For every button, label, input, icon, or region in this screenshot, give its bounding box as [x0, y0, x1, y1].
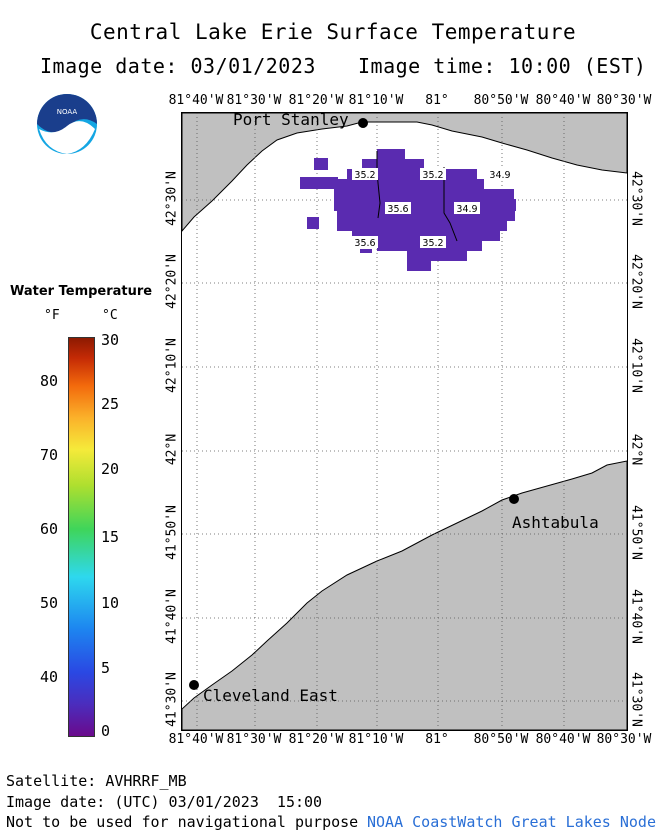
temperature-colorbar: [68, 337, 95, 737]
lat-label-left: 42°20'N: [164, 254, 180, 309]
sst-label: 35.2: [422, 238, 443, 249]
lat-label-right: 41°40'N: [628, 589, 644, 644]
lat-label-left: 41°30'N: [164, 672, 180, 727]
lon-label-bottom: 80°40'W: [535, 732, 591, 747]
lat-label-right: 41°30'N: [628, 672, 644, 727]
navigation-disclaimer: Not to be used for navigational purpose: [6, 813, 359, 831]
sst-label: 34.9: [489, 170, 510, 181]
lat-label-right: 42°10'N: [628, 338, 644, 393]
lat-label-left: 42°30'N: [164, 171, 180, 226]
lon-label-bottom: 81°10'W: [348, 732, 404, 747]
south-shore-land: [182, 460, 627, 730]
cleveland-east-marker: [189, 680, 199, 690]
utc-date-info: Image date: (UTC) 03/01/2023 15:00: [6, 793, 323, 811]
lat-label-right: 41°50'N: [628, 505, 644, 560]
north-shore-land: [182, 113, 627, 232]
legend-f-tick: 50: [40, 594, 59, 612]
lon-label-top: 81°10'W: [348, 93, 404, 108]
lon-label-bottom: 81°: [425, 732, 449, 747]
lat-label-right: 42°30'N: [628, 171, 644, 226]
legend-f-tick: 60: [40, 520, 59, 538]
legend-c-tick: 30: [101, 331, 120, 349]
grid-lines: [182, 113, 627, 730]
port-stanley-marker: [358, 118, 368, 128]
lon-label-top: 81°30'W: [226, 93, 282, 108]
legend-title: Water Temperature: [10, 284, 153, 299]
sst-label: 35.2: [422, 170, 443, 181]
image-time: Image time: 10:00 (EST): [358, 54, 647, 78]
lat-label-left: 41°40'N: [164, 589, 180, 644]
sst-label: 35.6: [354, 238, 375, 249]
legend-c-tick: 20: [101, 460, 120, 478]
lon-label-top: 81°40'W: [168, 93, 224, 108]
lon-label-bottom: 81°30'W: [226, 732, 282, 747]
lon-label-bottom: 80°30'W: [596, 732, 652, 747]
lat-label-left: 41°50'N: [164, 505, 180, 560]
legend-c-tick: 25: [101, 395, 120, 413]
sst-label: 35.2: [354, 170, 375, 181]
lat-label-left: 42°N: [164, 433, 180, 466]
noaa-logo: NOAA: [37, 94, 97, 154]
credit-text: NOAA CoastWatch Great Lakes Node: [367, 813, 656, 831]
ashtabula-label: Ashtabula: [512, 513, 599, 532]
lon-label-top: 81°20'W: [288, 93, 344, 108]
lake-map: 35.2 35.2 34.9 35.6 34.9 35.6 35.2 Port …: [181, 112, 628, 731]
legend-f-tick: 70: [40, 446, 59, 464]
lat-label-right: 42°N: [628, 433, 644, 466]
ashtabula-marker: [509, 494, 519, 504]
legend-f-tick: 40: [40, 668, 59, 686]
legend-c-tick: 0: [101, 722, 111, 740]
legend-c-tick: 10: [101, 594, 120, 612]
map-title: Central Lake Erie Surface Temperature: [89, 20, 577, 44]
lon-label-top: 80°40'W: [535, 93, 591, 108]
satellite-info: Satellite: AVHRRF_MB: [6, 772, 187, 790]
image-date: Image date: 03/01/2023: [40, 54, 316, 78]
lat-label-right: 42°20'N: [628, 254, 644, 309]
sst-label: 34.9: [456, 204, 477, 215]
legend-unit-f: °F: [44, 308, 60, 323]
lon-label-top: 80°50'W: [473, 93, 529, 108]
legend-unit-c: °C: [102, 308, 118, 323]
sst-label: 35.6: [387, 204, 408, 215]
port-stanley-label: Port Stanley: [233, 112, 349, 129]
cleveland-east-label: Cleveland East: [203, 686, 338, 705]
legend-c-tick: 5: [101, 659, 111, 677]
legend-c-tick: 15: [101, 528, 120, 546]
legend-f-tick: 80: [40, 372, 59, 390]
noaa-logo-text: NOAA: [57, 108, 78, 116]
lon-label-bottom: 81°40'W: [168, 732, 224, 747]
border-line: [376, 151, 458, 242]
lon-label-top: 80°30'W: [596, 93, 652, 108]
lon-label-top: 81°: [425, 93, 449, 108]
lon-label-bottom: 81°20'W: [288, 732, 344, 747]
lon-label-bottom: 80°50'W: [473, 732, 529, 747]
lat-label-left: 42°10'N: [164, 338, 180, 393]
